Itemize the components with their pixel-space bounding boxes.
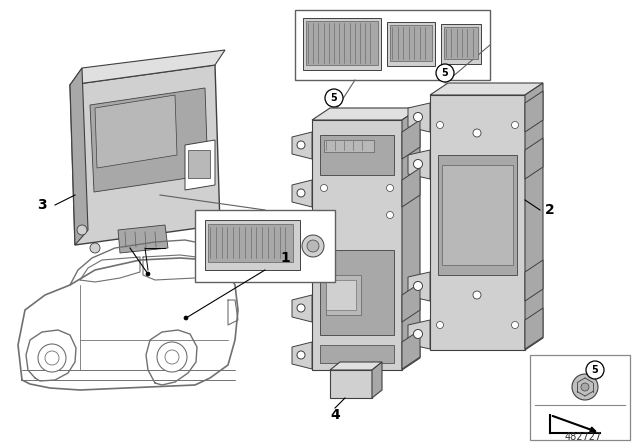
Circle shape	[436, 121, 444, 129]
Polygon shape	[525, 260, 543, 301]
Circle shape	[184, 316, 188, 320]
Polygon shape	[408, 150, 430, 179]
Circle shape	[321, 185, 328, 191]
Bar	[188, 150, 210, 178]
Circle shape	[387, 185, 394, 191]
Circle shape	[297, 141, 305, 149]
Polygon shape	[408, 272, 430, 301]
Polygon shape	[525, 83, 543, 350]
Circle shape	[146, 272, 150, 276]
Polygon shape	[402, 108, 420, 370]
Polygon shape	[430, 83, 543, 95]
Polygon shape	[70, 65, 220, 245]
Bar	[320, 250, 394, 335]
Text: 5: 5	[442, 68, 449, 78]
Circle shape	[297, 189, 305, 197]
Bar	[444, 27, 478, 59]
Circle shape	[307, 240, 319, 252]
Polygon shape	[292, 180, 312, 207]
Bar	[438, 155, 517, 275]
Bar	[306, 21, 378, 65]
Polygon shape	[312, 108, 420, 120]
Text: 4: 4	[330, 408, 340, 422]
Bar	[442, 165, 513, 265]
Text: 482727: 482727	[564, 432, 602, 442]
Text: 5: 5	[331, 93, 337, 103]
Circle shape	[473, 129, 481, 137]
Circle shape	[387, 211, 394, 219]
Polygon shape	[525, 91, 543, 132]
Bar	[430, 95, 525, 350]
Circle shape	[413, 281, 422, 290]
Polygon shape	[408, 320, 430, 349]
Circle shape	[325, 89, 343, 107]
Text: 3: 3	[37, 198, 47, 212]
Polygon shape	[90, 88, 208, 192]
Bar	[195, 210, 335, 282]
Polygon shape	[70, 68, 88, 245]
Text: 2: 2	[545, 203, 555, 217]
Circle shape	[90, 243, 100, 253]
Circle shape	[511, 322, 518, 328]
Bar	[320, 345, 394, 363]
Bar	[441, 24, 481, 64]
Circle shape	[473, 291, 481, 299]
Circle shape	[321, 211, 328, 219]
Polygon shape	[402, 168, 420, 207]
Circle shape	[38, 344, 66, 372]
Circle shape	[77, 225, 87, 235]
Circle shape	[157, 342, 187, 372]
Polygon shape	[402, 283, 420, 322]
Circle shape	[436, 64, 454, 82]
Bar	[390, 25, 432, 61]
Bar	[303, 18, 381, 70]
Polygon shape	[330, 362, 382, 370]
Circle shape	[581, 383, 589, 391]
Polygon shape	[372, 362, 382, 398]
Polygon shape	[185, 140, 215, 190]
Polygon shape	[292, 295, 312, 322]
Polygon shape	[402, 330, 420, 369]
Polygon shape	[95, 95, 177, 168]
Bar	[530, 355, 630, 440]
Circle shape	[165, 350, 179, 364]
Bar	[295, 10, 490, 80]
Text: 5: 5	[591, 365, 598, 375]
Circle shape	[586, 361, 604, 379]
Circle shape	[297, 351, 305, 359]
Bar	[326, 275, 361, 315]
Polygon shape	[402, 120, 420, 159]
Polygon shape	[118, 225, 168, 253]
Polygon shape	[292, 132, 312, 159]
Circle shape	[413, 329, 422, 339]
Bar	[312, 120, 402, 370]
Circle shape	[45, 351, 59, 365]
Polygon shape	[292, 342, 312, 369]
Circle shape	[302, 235, 324, 257]
Polygon shape	[408, 103, 430, 132]
Bar	[326, 280, 356, 310]
Polygon shape	[525, 308, 543, 349]
Circle shape	[511, 121, 518, 129]
Circle shape	[436, 322, 444, 328]
Bar	[387, 22, 435, 66]
Bar	[320, 135, 394, 175]
Text: 1: 1	[280, 251, 290, 265]
Circle shape	[413, 112, 422, 121]
Bar	[208, 224, 293, 262]
Circle shape	[413, 159, 422, 168]
Bar	[330, 370, 372, 398]
Bar	[324, 140, 374, 152]
Bar	[205, 220, 300, 270]
Circle shape	[297, 304, 305, 312]
Polygon shape	[525, 138, 543, 179]
Circle shape	[572, 374, 598, 400]
Polygon shape	[70, 50, 225, 85]
